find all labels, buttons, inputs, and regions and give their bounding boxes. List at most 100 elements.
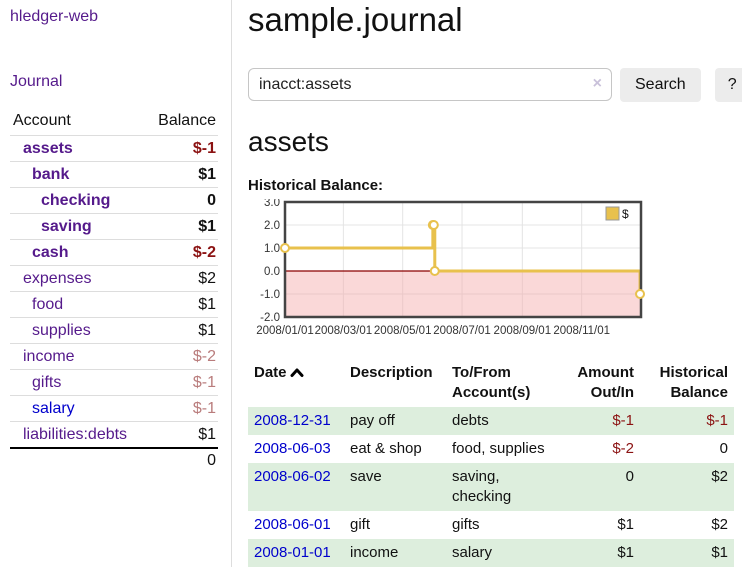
account-row: cash $-2 bbox=[10, 239, 218, 265]
sidebar-item-journal[interactable]: Journal bbox=[10, 73, 63, 90]
transaction-date-link[interactable]: 2008-06-03 bbox=[254, 439, 331, 457]
register-date-cell: 2008-12-31 bbox=[248, 407, 344, 435]
account-link[interactable]: supplies bbox=[32, 322, 91, 339]
register-accounts-cell: gifts bbox=[452, 515, 480, 533]
account-row: checking 0 bbox=[10, 187, 218, 213]
register-column-accounts: To/From Account(s) bbox=[446, 359, 558, 407]
register-date-cell: 2008-06-02 bbox=[248, 463, 344, 511]
account-row: liabilities:debts $1 bbox=[10, 421, 218, 447]
accounts-header-account: Account bbox=[13, 112, 71, 129]
account-row: expenses $2 bbox=[10, 265, 218, 291]
app-layout: hledger-web Journal Account Balance asse… bbox=[0, 0, 742, 567]
svg-text:2008/11/01: 2008/11/01 bbox=[553, 325, 610, 337]
account-balance: $-2 bbox=[192, 348, 216, 365]
register-row: 2008-06-01 gift gifts $1 $2 bbox=[248, 511, 734, 539]
transaction-date-link[interactable]: 2008-06-02 bbox=[254, 467, 331, 485]
register-column-description: Description bbox=[344, 359, 446, 407]
account-link[interactable]: income bbox=[23, 348, 75, 365]
search-button[interactable]: Search bbox=[620, 67, 701, 102]
register-accounts-cell: saving, checking bbox=[452, 467, 512, 505]
register-row: 2008-06-03 eat & shop food, supplies $-2 0 bbox=[248, 435, 734, 463]
account-link[interactable]: cash bbox=[32, 244, 69, 261]
account-balance: $2 bbox=[198, 270, 216, 287]
account-link[interactable]: expenses bbox=[23, 270, 92, 287]
register-table: Date Description To/From Account(s) Amount … bbox=[248, 359, 734, 567]
register-balance-cell: $-1 bbox=[706, 411, 728, 429]
main-panel: sample.journal × Search ? assets Histori… bbox=[232, 0, 742, 567]
account-link[interactable]: liabilities:debts bbox=[23, 426, 128, 443]
register-row: 2008-01-01 income salary $1 $1 bbox=[248, 538, 734, 567]
account-link[interactable]: food bbox=[32, 296, 64, 313]
register-description-cell: pay off bbox=[350, 411, 395, 429]
accounts-table: Account Balance assets $-1 bank $1 checking 0… bbox=[10, 110, 218, 473]
register-amount-cell: 0 bbox=[625, 467, 634, 485]
account-row: gifts $-1 bbox=[10, 369, 218, 395]
register-row: 2008-06-02 save saving, checking 0 $2 bbox=[248, 462, 734, 511]
transaction-date-link[interactable]: 2008-06-01 bbox=[254, 515, 331, 533]
account-balance: $-1 bbox=[192, 140, 216, 157]
register-header-row: Date Description To/From Account(s) Amount … bbox=[248, 359, 734, 407]
account-link[interactable]: bank bbox=[32, 166, 70, 183]
register-column-label: Description bbox=[350, 363, 433, 381]
svg-text:-2.0: -2.0 bbox=[260, 312, 280, 324]
register-column-balance: Historical Balance bbox=[640, 359, 734, 407]
account-balance: $1 bbox=[198, 296, 216, 313]
account-balance: $-1 bbox=[192, 374, 216, 391]
account-link[interactable]: gifts bbox=[32, 374, 62, 391]
svg-text:2.0: 2.0 bbox=[264, 220, 280, 232]
transaction-date-link[interactable]: 2008-01-01 bbox=[254, 543, 331, 561]
register-amount-cell: $1 bbox=[617, 515, 634, 533]
svg-text:2008/01/01: 2008/01/01 bbox=[256, 325, 314, 337]
account-heading: assets bbox=[248, 125, 329, 157]
account-balance: $1 bbox=[198, 322, 216, 339]
register-column-label: Date bbox=[254, 363, 287, 381]
register-amount-cell: $-1 bbox=[612, 411, 634, 429]
register-column-label: Amount Out/In bbox=[577, 363, 634, 401]
accounts-header-balance: Balance bbox=[158, 112, 216, 129]
account-row: supplies $1 bbox=[10, 317, 218, 343]
account-link[interactable]: assets bbox=[23, 140, 73, 157]
transaction-date-link[interactable]: 2008-12-31 bbox=[254, 411, 331, 429]
register-description-cell: gift bbox=[350, 515, 371, 533]
svg-text:$: $ bbox=[622, 207, 629, 221]
sidebar: hledger-web Journal Account Balance asse… bbox=[0, 0, 232, 567]
search-box: × bbox=[248, 68, 612, 102]
accounts-total: 0 bbox=[10, 447, 218, 473]
register-amount-cell: $1 bbox=[617, 543, 634, 561]
help-button[interactable]: ? bbox=[714, 67, 742, 102]
register-date-cell: 2008-06-01 bbox=[248, 511, 344, 539]
svg-text:3.0: 3.0 bbox=[264, 199, 280, 209]
register-accounts-cell: debts bbox=[452, 411, 489, 429]
account-link[interactable]: salary bbox=[32, 400, 75, 417]
register-accounts-cell: food, supplies bbox=[452, 439, 545, 457]
account-row: food $1 bbox=[10, 291, 218, 317]
svg-text:1.0: 1.0 bbox=[264, 243, 280, 255]
account-row: saving $1 bbox=[10, 213, 218, 239]
account-balance: $1 bbox=[198, 166, 216, 183]
accounts-table-header: Account Balance bbox=[10, 110, 218, 135]
register-balance-cell: $2 bbox=[711, 515, 728, 533]
account-link[interactable]: checking bbox=[41, 192, 111, 209]
account-link[interactable]: saving bbox=[41, 218, 92, 235]
svg-text:-1.0: -1.0 bbox=[260, 289, 280, 301]
register-column-label: To/From Account(s) bbox=[452, 363, 531, 401]
accounts-rows: assets $-1 bank $1 checking 0 saving $1 cash $-2 e… bbox=[10, 135, 218, 447]
register-amount-cell: $-2 bbox=[612, 439, 634, 457]
svg-text:0.0: 0.0 bbox=[264, 266, 280, 278]
svg-text:2008/05/01: 2008/05/01 bbox=[374, 325, 432, 337]
page-title: sample.journal bbox=[248, 1, 463, 38]
register-column-date[interactable]: Date bbox=[248, 359, 344, 407]
sort-ascending-icon bbox=[290, 368, 304, 377]
search-input[interactable] bbox=[248, 68, 612, 102]
app-title-link[interactable]: hledger-web bbox=[10, 8, 99, 25]
account-balance: $1 bbox=[198, 426, 216, 443]
svg-text:2008/07/01: 2008/07/01 bbox=[433, 325, 491, 337]
register-balance-cell: $2 bbox=[711, 467, 728, 485]
register-balance-cell: 0 bbox=[719, 439, 728, 457]
register-date-cell: 2008-06-03 bbox=[248, 435, 344, 463]
register-description-cell: save bbox=[350, 467, 382, 485]
clear-search-icon[interactable]: × bbox=[592, 75, 602, 93]
account-row: assets $-1 bbox=[10, 135, 218, 161]
account-balance: $1 bbox=[198, 218, 216, 235]
